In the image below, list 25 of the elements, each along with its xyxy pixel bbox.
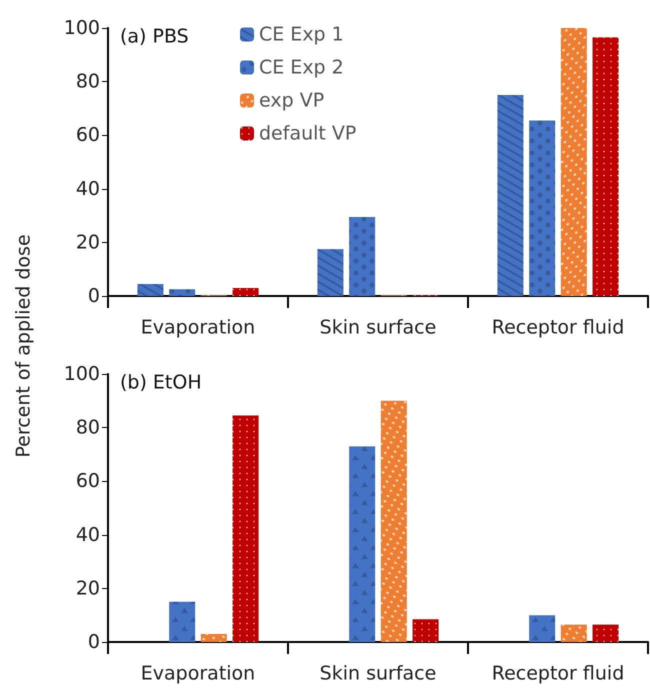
y-tick-label: 80 — [76, 416, 100, 439]
y-tick-label: 60 — [76, 124, 100, 146]
legend-label: default VP — [259, 122, 356, 144]
legend-label: exp VP — [259, 90, 324, 112]
y-tick-label: 100 — [64, 17, 100, 39]
y-tick-label: 20 — [76, 231, 100, 254]
y-tick-label: 80 — [76, 70, 100, 93]
y-tick-label: 0 — [88, 631, 100, 653]
y-tick-label: 40 — [76, 524, 100, 546]
y-axis-title: Percent of applied dose — [13, 234, 35, 458]
x-tick-label: Receptor fluid — [492, 316, 624, 338]
x-tick-label: Evaporation — [140, 316, 256, 338]
x-tick-label: Skin surface — [320, 316, 436, 338]
legend-label: CE Exp 1 — [259, 24, 344, 46]
y-tick-label: 40 — [76, 178, 100, 200]
chart-title: (b) EtOH — [120, 372, 202, 394]
y-tick-label: 0 — [88, 285, 100, 307]
chart-title: (a) PBS — [120, 26, 189, 48]
x-tick-label: Receptor fluid — [492, 662, 624, 684]
x-tick-label: Skin surface — [320, 662, 436, 684]
y-tick-label: 100 — [64, 363, 100, 385]
y-tick-label: 60 — [76, 470, 100, 492]
y-tick-label: 20 — [76, 577, 100, 600]
x-tick-label: Evaporation — [140, 662, 256, 684]
legend-label: CE Exp 2 — [259, 56, 344, 78]
